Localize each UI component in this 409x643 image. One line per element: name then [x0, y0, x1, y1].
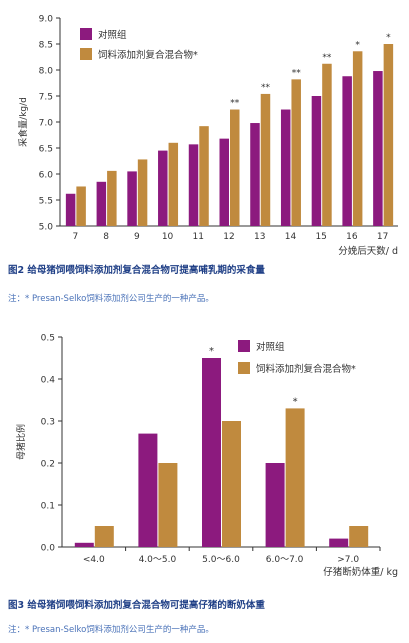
legend-swatch — [80, 28, 92, 40]
y-tick-label: 6.5 — [39, 145, 53, 155]
y-tick-label: 0.1 — [41, 502, 55, 512]
x-tick-label: 14 — [285, 232, 297, 242]
bar — [329, 538, 349, 547]
bar — [383, 44, 394, 226]
x-tick-label: 13 — [254, 232, 265, 242]
x-tick-label: 4.0～5.0 — [139, 555, 177, 565]
figure2-note: 注：* Presan-Selko饲料添加剂公司生产的一种产品。 — [8, 294, 214, 304]
bar — [230, 109, 240, 226]
x-tick-label: >7.0 — [337, 555, 359, 565]
y-axis-title: 母猪比例 — [15, 424, 27, 460]
y-tick-label: 8.0 — [39, 67, 54, 77]
bar — [137, 159, 148, 226]
bar — [352, 51, 363, 226]
significance-marker: ** — [292, 68, 302, 78]
bar — [158, 150, 168, 226]
y-tick-label: 0.2 — [41, 460, 55, 470]
legend-label: 饲料添加剂复合混合物* — [98, 49, 198, 61]
figure3-note: 注：* Presan-Selko饲料添加剂公司生产的一种产品。 — [8, 625, 214, 635]
x-axis-title: 分娩后天数/ d — [338, 245, 398, 257]
y-tick-label: 0.5 — [41, 334, 55, 344]
x-axis-title: 仔猪断奶体重/ kg — [323, 566, 398, 578]
bar — [96, 181, 107, 226]
legend-swatch — [80, 48, 92, 60]
bar — [74, 542, 94, 547]
x-tick-label: 9 — [134, 232, 140, 242]
bar — [265, 463, 285, 547]
legend-label: 对照组 — [256, 341, 285, 353]
bar — [342, 76, 352, 227]
bar — [222, 421, 241, 547]
x-tick-label: 12 — [223, 232, 234, 242]
bar — [280, 109, 291, 226]
bar — [291, 79, 301, 226]
bar — [65, 193, 76, 226]
y-tick-label: 9.0 — [39, 15, 54, 25]
y-tick-label: 7.5 — [39, 93, 53, 103]
y-tick-label: 0.0 — [41, 544, 56, 554]
y-tick-label: 8.5 — [39, 41, 53, 51]
x-tick-label: 15 — [315, 232, 326, 242]
y-tick-label: 5.5 — [39, 197, 53, 207]
bar — [349, 526, 369, 547]
significance-marker: * — [355, 40, 360, 50]
significance-marker: * — [293, 396, 298, 407]
figure2-title: 图2 给母猪饲喂饲料添加剂复合混合物可提高哺乳期的采食量 — [8, 265, 265, 276]
x-tick-label: 16 — [346, 232, 358, 242]
bar — [138, 433, 158, 547]
bar — [260, 93, 271, 226]
chart-weaning-weight: 0.0 0.1 0.2 0.3 0.4 0.5 母猪比例 <4.0 4.0～5.0 5.0～6.0… — [15, 334, 398, 579]
x-tick-label: 6.0～7.0 — [266, 555, 304, 565]
x-tick-label: 7 — [72, 232, 78, 242]
bar — [168, 142, 179, 226]
x-tick-label: 5.0～6.0 — [202, 555, 240, 565]
chart-feed-intake: 5.0 5.5 6.0 6.5 7.0 7.5 8.0 8.5 9.0 采食量/kg/d 7 8 9 10… — [17, 15, 398, 257]
bar — [94, 526, 114, 547]
significance-marker: * — [209, 346, 214, 357]
x-tick-label: 8 — [103, 232, 109, 242]
y-axis-title: 采食量/kg/d — [17, 97, 29, 147]
bar — [107, 170, 117, 226]
bar — [76, 186, 86, 226]
bar — [199, 126, 209, 226]
y-tick-label: 5.0 — [39, 223, 54, 233]
legend-swatch — [238, 340, 250, 352]
x-tick-label: 17 — [377, 232, 388, 242]
x-tick-label: 11 — [193, 232, 204, 242]
significance-marker: ** — [322, 53, 332, 63]
x-tick-label: 10 — [162, 232, 174, 242]
bar — [127, 171, 137, 226]
y-tick-label: 6.0 — [39, 171, 54, 181]
significance-marker: ** — [261, 83, 271, 93]
legend-label: 饲料添加剂复合混合物* — [256, 363, 356, 375]
y-tick-label: 7.0 — [39, 119, 54, 129]
bar — [158, 463, 178, 547]
bar — [285, 408, 305, 547]
bar — [219, 138, 229, 226]
bar — [311, 96, 322, 226]
bar — [322, 63, 332, 227]
y-tick-label: 0.4 — [41, 376, 56, 386]
bar — [250, 123, 260, 226]
bar — [188, 144, 199, 226]
x-tick-label: <4.0 — [83, 555, 105, 565]
y-tick-label: 0.3 — [41, 418, 55, 428]
figure3-title: 图3 给母猪饲喂饲料添加剂复合混合物可提高仔猪的断奶体重 — [8, 600, 265, 611]
bar — [202, 358, 221, 547]
bar — [373, 71, 383, 226]
legend-swatch — [238, 362, 250, 374]
significance-marker: * — [386, 33, 391, 43]
significance-marker: ** — [230, 99, 240, 109]
legend-label: 对照组 — [98, 29, 127, 41]
